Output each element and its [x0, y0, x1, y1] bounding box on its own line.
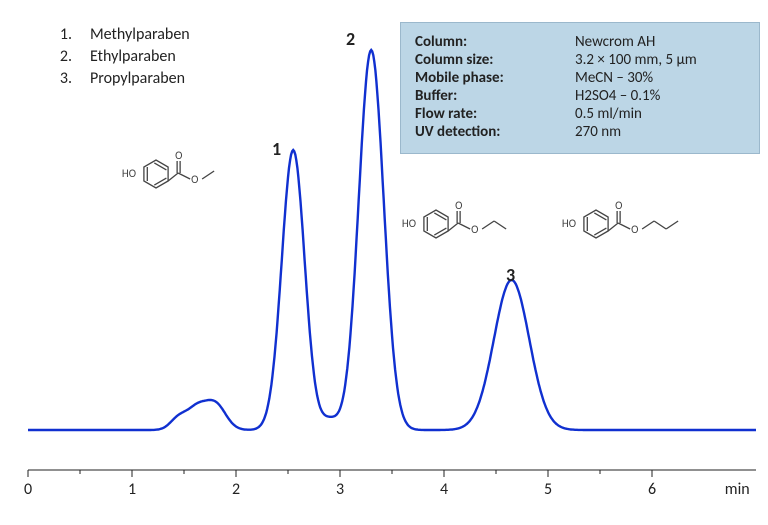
svg-text:HO: HO	[562, 217, 576, 230]
svg-text:0: 0	[24, 480, 32, 499]
svg-text:O: O	[455, 199, 462, 212]
svg-text:HO: HO	[122, 167, 136, 180]
svg-text:5: 5	[544, 480, 552, 499]
svg-text:O: O	[615, 199, 622, 212]
svg-text:O: O	[175, 149, 182, 162]
chemical-structures: HOOOHOOOHOOO	[122, 149, 678, 238]
svg-text:O: O	[191, 173, 198, 186]
svg-text:4: 4	[440, 480, 448, 499]
svg-text:min: min	[725, 480, 750, 499]
peak-label-1: 1	[272, 138, 281, 160]
chromatogram-trace	[28, 50, 756, 430]
svg-text:6: 6	[648, 480, 656, 499]
x-axis: 0 1 2 3 4 5 6 min	[24, 470, 756, 499]
svg-text:O: O	[631, 223, 638, 236]
svg-text:1: 1	[128, 480, 136, 499]
chromatogram-chart: 0123456min HOOOHOOOHOOO	[0, 0, 768, 525]
svg-text:O: O	[471, 223, 478, 236]
svg-text:3: 3	[336, 480, 344, 499]
svg-text:2: 2	[232, 480, 240, 499]
peak-label-3: 3	[506, 264, 515, 286]
peak-label-2: 2	[346, 28, 355, 50]
page-root: 1.Methylparaben 2.Ethylparaben 3.Propylp…	[0, 0, 768, 525]
svg-text:HO: HO	[402, 217, 416, 230]
